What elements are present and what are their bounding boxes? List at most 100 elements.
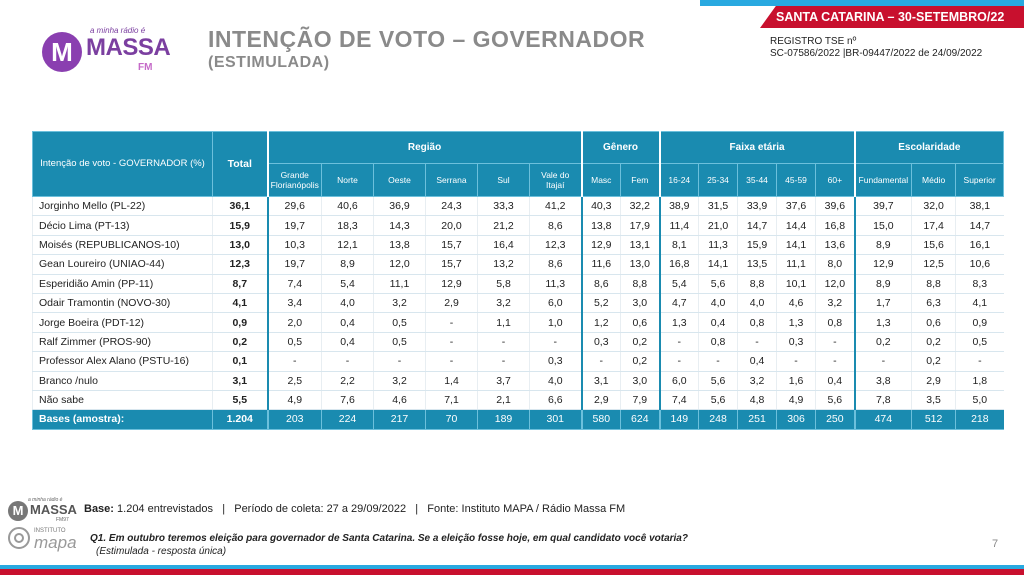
total-value: 4,1 — [212, 293, 268, 314]
base-text: 1.204 entrevistados | Período de coleta:… — [113, 503, 626, 515]
cell-value: 37,6 — [776, 196, 816, 217]
cell-value: 2,5 — [266, 371, 322, 391]
cell-value: 512 — [911, 409, 956, 430]
cell-value: 3,7 — [477, 371, 530, 391]
table-row: Odair Tramontin (NOVO-30) 4,1 3,4 4,0 3,2 2,9… — [32, 293, 1004, 314]
registro-line-1: REGISTRO TSE nº — [770, 36, 857, 47]
cell-value: 14,4 — [776, 215, 816, 236]
page-title: INTENÇÃO DE VOTO – GOVERNADOR — [208, 26, 646, 52]
cell-value: 39,6 — [815, 196, 855, 217]
cell-value: - — [658, 332, 699, 353]
cell-value: 13,5 — [737, 254, 777, 275]
state-date-banner: SANTA CATARINA – 30-SETEMBRO/22 — [760, 6, 1024, 28]
cell-value: 16,8 — [815, 215, 855, 236]
candidate-name: Décio Lima (PT-13) — [32, 215, 213, 236]
column-header: 60+ — [815, 163, 856, 197]
cell-value: 217 — [373, 409, 426, 430]
candidate-name: Branco /nulo — [32, 371, 213, 391]
column-header: Oeste — [373, 163, 426, 197]
cell-value: 0,3 — [580, 332, 621, 353]
cell-value: 3,4 — [266, 293, 322, 314]
cell-value: 15,7 — [425, 235, 478, 256]
cell-value: 4,9 — [266, 390, 322, 411]
cell-value: 8,8 — [737, 274, 777, 294]
cell-value: 33,3 — [477, 196, 530, 217]
cell-value: 12,9 — [853, 254, 912, 275]
cell-value: 11,6 — [580, 254, 621, 275]
cell-value: 4,0 — [528, 371, 582, 391]
cell-value: 1,0 — [528, 312, 582, 333]
cell-value: 38,9 — [658, 196, 699, 217]
candidate-name: Jorge Boeira (PDT-12) — [32, 312, 213, 333]
cell-value: 16,8 — [658, 254, 699, 275]
cell-value: 5,6 — [698, 371, 738, 391]
cell-value: 12,9 — [425, 274, 478, 294]
cell-value: 12,5 — [911, 254, 956, 275]
cell-value: 5,2 — [580, 293, 621, 314]
results-table: Intenção de voto - GOVERNADOR (%) Total … — [32, 131, 1005, 430]
cell-value: 4,6 — [776, 293, 816, 314]
cell-value: 0,2 — [620, 332, 660, 353]
candidate-name: Jorginho Mello (PL-22) — [32, 196, 213, 217]
cell-value: 12,3 — [528, 235, 582, 256]
candidate-name: Moisés (REPUBLICANOS-10) — [32, 235, 213, 256]
column-header: Norte — [321, 163, 374, 197]
cell-value: 0,4 — [321, 312, 374, 333]
mapa-inner-ring-icon — [14, 533, 24, 543]
cell-value: 6,0 — [528, 293, 582, 314]
cell-value: 580 — [580, 409, 621, 430]
cell-value: 8,9 — [321, 254, 374, 275]
cell-value: 0,5 — [373, 332, 426, 353]
table-row: Professor Alex Alano (PSTU-16) 0,1- - - - -0,… — [32, 351, 1004, 372]
cell-value: 0,6 — [620, 312, 660, 333]
cell-value: 0,3 — [776, 332, 816, 353]
question-text: Q1. Em outubro teremos eleição para gove… — [90, 533, 688, 544]
cell-value: 12,9 — [580, 235, 621, 256]
candidate-name: Esperidião Amin (PP-11) — [32, 274, 213, 294]
cell-value: 16,4 — [477, 235, 530, 256]
cell-value: 4,9 — [776, 390, 816, 411]
cell-value: 13,1 — [620, 235, 660, 256]
cell-value: 3,2 — [737, 371, 777, 391]
footer-logo-fm: FM97 — [56, 517, 69, 523]
cell-value: 14,7 — [955, 215, 1004, 236]
total-value: 36,1 — [212, 196, 268, 217]
cell-value: 0,9 — [955, 312, 1004, 333]
total-value: 0,1 — [212, 351, 268, 372]
cell-value: 5,8 — [477, 274, 530, 294]
cell-value: 8,0 — [815, 254, 855, 275]
cell-value: 2,9 — [911, 371, 956, 391]
cell-value: 1,4 — [425, 371, 478, 391]
cell-value: 0,3 — [528, 351, 582, 372]
massa-fm-logo: a minha rádio é M MASSA FM — [38, 22, 178, 82]
cell-value: 8,9 — [853, 235, 912, 256]
cell-value: 15,6 — [911, 235, 956, 256]
cell-value: 7,4 — [658, 390, 699, 411]
mapa-instituto: INSTITUTO — [34, 528, 66, 534]
column-header: Serrana — [425, 163, 478, 197]
cell-value: 4,1 — [955, 293, 1004, 314]
mapa-ring-icon — [8, 527, 30, 549]
cell-value: 32,2 — [620, 196, 660, 217]
candidate-name: Odair Tramontin (NOVO-30) — [32, 293, 213, 314]
cell-value: 6,0 — [658, 371, 699, 391]
footer-mapa-logo: INSTITUTO mapa — [8, 527, 77, 557]
total-value: 12,3 — [212, 254, 268, 275]
table-row: Branco /nulo 3,1 2,5 2,2 3,2 1,4 3,7 4,0 3,1 3,0 6… — [32, 371, 1004, 391]
column-header: Superior — [955, 163, 1005, 197]
column-header: 25-34 — [698, 163, 739, 197]
cell-value: 19,7 — [266, 215, 322, 236]
column-header: Grande Florianópolis — [266, 163, 322, 197]
cell-value: 3,2 — [373, 371, 426, 391]
cell-value: - — [776, 351, 816, 372]
cell-value: - — [528, 332, 582, 353]
cell-value: 2,1 — [477, 390, 530, 411]
total-value: 8,7 — [212, 274, 268, 294]
cell-value: - — [425, 351, 478, 372]
cell-value: 5,6 — [815, 390, 855, 411]
cell-value: 1,3 — [658, 312, 699, 333]
cell-value: - — [815, 332, 855, 353]
cell-value: 38,1 — [955, 196, 1004, 217]
cell-value: 40,6 — [321, 196, 374, 217]
group-escolaridade: Escolaridade — [853, 131, 1005, 164]
